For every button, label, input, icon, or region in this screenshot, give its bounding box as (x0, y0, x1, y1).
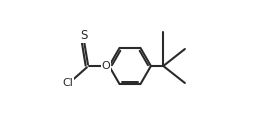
Text: Cl: Cl (62, 78, 73, 88)
Text: S: S (80, 29, 87, 43)
Text: O: O (101, 61, 110, 71)
